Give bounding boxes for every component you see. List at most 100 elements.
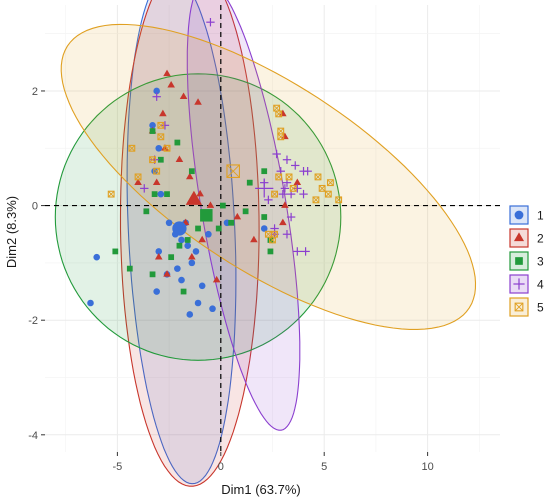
point-group-1 [260,225,268,232]
point-group-2 [154,252,163,260]
point-group-1 [184,242,192,249]
point-group-1 [178,276,185,284]
point-group-1 [155,144,163,152]
point-group-3 [188,168,195,175]
point-group-4 [152,92,161,101]
point-group-5 [157,133,165,141]
point-group-1 [155,248,163,255]
x-axis-ticks: -5 0 5 10 [112,452,434,473]
point-group-3 [112,248,119,255]
point-group-1 [209,305,216,313]
legend-symbol-5 [514,302,524,312]
point-group-5 [163,144,171,152]
point-group-4 [293,184,302,193]
point-group-2 [152,178,161,185]
point-group-3 [261,168,268,175]
point-group-4 [140,184,149,193]
legend-item-5: 5 [509,297,544,317]
group-centroids [172,164,274,236]
centroid-group-2 [185,190,203,205]
point-group-1 [165,219,173,227]
point-group-4 [299,189,308,199]
point-group-5 [269,236,276,244]
point-group-1 [149,122,156,129]
point-group-2 [279,218,287,226]
point-group-2 [206,201,215,208]
point-group-3 [176,242,183,249]
point-group-5 [318,184,326,192]
point-group-3 [168,254,175,261]
legend-item-1: 1 [509,205,544,225]
point-group-2 [167,81,175,88]
point-group-5 [128,144,136,152]
point-group-1 [186,311,194,318]
legend-label: 3 [537,255,544,269]
point-group-4 [286,212,296,222]
point-group-3 [267,248,274,255]
point-group-3 [195,225,201,232]
y-axis-title: Dim2 (8.3%) [4,196,19,268]
point-group-2 [250,235,258,243]
point-group-4 [301,247,310,256]
legend-item-3: 3 [509,251,544,271]
point-group-3 [215,225,222,232]
point-group-4 [278,189,288,199]
reference-lines [45,5,500,452]
point-group-2 [159,109,167,117]
point-group-2 [279,109,287,117]
y-tick-label: 2 [32,86,38,98]
point-group-5 [107,190,115,198]
point-group-5 [289,184,297,192]
legend-label: 4 [537,278,544,292]
ellipse-group-4 [186,0,301,431]
point-group-1 [87,299,94,307]
point-group-5 [149,156,156,164]
point-group-5 [271,190,278,198]
point-group-4 [280,184,290,193]
y-axis-ticks: -4 -2 0 2 [28,86,45,442]
ellipse-group-3 [54,73,342,361]
point-group-2 [179,92,188,100]
point-group-5 [335,196,343,204]
point-group-3 [151,191,158,197]
point-group-2 [233,212,242,220]
point-group-1 [192,248,200,255]
point-group-2 [281,201,289,208]
point-group-4 [272,149,281,159]
point-group-1 [153,87,160,95]
x-axis-title: Dim1 (63.7%) [221,482,300,497]
point-group-4 [264,195,273,205]
x-tick-label: 10 [421,461,433,473]
point-group-2 [281,132,289,140]
point-group-3 [149,128,156,134]
legend-symbol-4 [513,278,525,290]
point-group-1 [205,230,212,238]
legend-symbol-2 [513,232,525,242]
point-group-3 [267,237,274,243]
point-group-2 [163,270,171,277]
point-group-3 [174,139,181,146]
point-group-4 [303,166,312,176]
point-group-1 [151,167,158,175]
point-group-2 [134,178,142,185]
point-group-3 [246,179,253,186]
point-group-1 [188,259,196,267]
point-group-3 [143,208,150,215]
point-group-5 [312,196,320,204]
point-group-5 [275,110,283,118]
centroid-group-1 [172,221,187,236]
point-group-5 [264,230,272,238]
point-group-4 [291,161,300,170]
legend-label: 1 [537,209,544,223]
point-group-1 [194,299,202,307]
point-group-4 [282,155,292,164]
point-group-3 [184,237,191,243]
point-group-3 [164,191,170,197]
point-group-3 [180,288,187,295]
point-group-1 [153,288,160,295]
point-group-1 [198,282,206,290]
x-tick-label: 0 [218,461,224,473]
legend-label: 2 [537,232,544,246]
point-group-5 [277,127,285,135]
point-group-3 [219,202,226,209]
